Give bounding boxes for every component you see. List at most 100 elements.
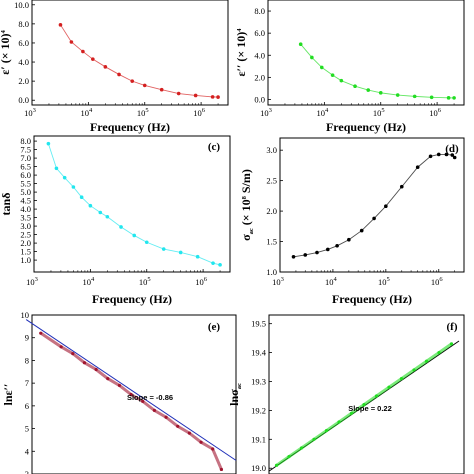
data-point bbox=[161, 247, 166, 251]
data-point bbox=[219, 467, 224, 472]
data-point bbox=[446, 96, 451, 100]
panel-e: 3 4 5 6 7 8 9 10 lnε′′ (e) Slope = -0.86 bbox=[1, 310, 237, 474]
x-tick-label: 103 bbox=[26, 276, 38, 287]
y-axis-label-e: lnε′′ bbox=[1, 384, 15, 406]
x-tick-label: 104 bbox=[82, 276, 95, 287]
x-tick-label: 103 bbox=[24, 107, 36, 118]
x-tick-label: 104 bbox=[80, 107, 93, 118]
data-point bbox=[412, 94, 417, 99]
y-tick-label: 1.5 bbox=[266, 237, 277, 247]
y-tick-label: 4.0 bbox=[20, 204, 31, 214]
x-axis-label-d: Frequency (Hz) bbox=[332, 292, 412, 306]
y-tick-label: 2.0 bbox=[20, 238, 31, 248]
data-point bbox=[372, 216, 376, 221]
y-axis-label-f: lnσac bbox=[227, 383, 243, 406]
data-point bbox=[324, 429, 329, 433]
data-point bbox=[366, 88, 371, 92]
data-point bbox=[374, 394, 379, 398]
data-point bbox=[69, 40, 74, 44]
y-tick-label: 4 bbox=[25, 446, 30, 456]
data-point bbox=[164, 415, 168, 419]
data-point bbox=[298, 42, 303, 47]
data-point bbox=[218, 263, 222, 267]
axes-frame-c bbox=[33, 135, 231, 273]
y-tick-label: 2.0 bbox=[18, 76, 29, 86]
y-axis-label-b: ε′′ (× 10)4 bbox=[234, 28, 248, 77]
x-tick-label: 105 bbox=[378, 276, 390, 287]
data-point bbox=[195, 254, 200, 259]
slope-annotation-f: Slope = 0.22 bbox=[348, 404, 392, 413]
panel-d: 1.0 1.5 2.0 2.5 3.0 103 104 105 106 Frequency (Hz… bbox=[239, 137, 465, 306]
data-point bbox=[130, 79, 135, 83]
y-axis-label-c: tanδ bbox=[0, 193, 13, 216]
data-point bbox=[132, 233, 137, 238]
data-point bbox=[387, 385, 391, 389]
y-tick-label: 19.0 bbox=[251, 463, 266, 473]
data-point bbox=[452, 155, 457, 160]
data-point bbox=[58, 23, 63, 27]
y-tick-label: 19.5 bbox=[251, 319, 266, 329]
data-point bbox=[349, 411, 354, 415]
x-axis-label-c: Frequency (Hz) bbox=[92, 292, 172, 306]
data-point bbox=[105, 214, 110, 219]
data-point bbox=[299, 446, 304, 450]
data-point bbox=[210, 95, 215, 99]
panel-c: 1.01.52.02.53.03.54.04.55.05.56.06.57.07… bbox=[0, 135, 231, 306]
slope-annotation-e: Slope = -0.86 bbox=[127, 393, 173, 402]
data-point bbox=[395, 93, 400, 97]
data-point bbox=[141, 399, 145, 403]
x-tick-label: 104 bbox=[316, 107, 329, 118]
y-tick-label: 2.0 bbox=[254, 72, 265, 82]
y-axis-label-a: ε′ (× 10)4 bbox=[0, 29, 12, 74]
data-point bbox=[436, 152, 441, 157]
data-point bbox=[152, 408, 156, 412]
data-point bbox=[81, 49, 85, 54]
y-tick-label: 10 bbox=[21, 310, 30, 320]
y-tick-label: 6.5 bbox=[20, 162, 31, 172]
y-tick-label: 3 bbox=[25, 469, 29, 474]
y-tick-label: 4.5 bbox=[20, 196, 31, 206]
data-point bbox=[176, 91, 181, 96]
y-tick-label: 6.0 bbox=[18, 38, 29, 48]
data-point bbox=[129, 392, 133, 397]
x-tick-label: 106 bbox=[195, 276, 208, 287]
data-point bbox=[98, 210, 103, 215]
data-point bbox=[211, 447, 215, 451]
data-point bbox=[117, 72, 121, 77]
x-axis-label-a: Frequency (Hz) bbox=[90, 120, 170, 134]
data-point bbox=[303, 253, 308, 257]
y-tick-label: 4.0 bbox=[254, 50, 265, 60]
y-tick-label: 7.0 bbox=[20, 153, 31, 163]
data-point bbox=[82, 361, 87, 365]
data-point bbox=[103, 65, 108, 69]
axes-frame-b bbox=[267, 0, 465, 106]
x-tick-label: 106 bbox=[431, 276, 444, 287]
y-tick-label: 3.0 bbox=[266, 145, 277, 155]
panel-f: 19.0 19.1 19.2 19.3 19.4 19.5 lnσac (f) Slope = … bbox=[227, 314, 465, 474]
data-point bbox=[319, 65, 324, 70]
y-tick-label: 6.0 bbox=[254, 28, 265, 38]
y-tick-label: 6 bbox=[25, 401, 29, 411]
y-tick-label: 1.0 bbox=[20, 255, 31, 265]
y-tick-label: 19.2 bbox=[251, 405, 266, 415]
data-point bbox=[315, 250, 319, 255]
data-point bbox=[337, 420, 341, 424]
y-tick-label: 2.0 bbox=[266, 206, 277, 216]
series-line-a bbox=[60, 24, 219, 98]
y-tick-label: 4.0 bbox=[18, 57, 29, 67]
y-tick-label: 8 bbox=[25, 355, 29, 365]
data-point bbox=[325, 247, 330, 252]
y-tick-label: 5 bbox=[25, 424, 29, 434]
data-point bbox=[452, 96, 456, 100]
y-tick-label: 5.5 bbox=[20, 179, 31, 189]
data-point bbox=[450, 153, 455, 157]
y-tick-label: 5.0 bbox=[20, 187, 31, 197]
data-point bbox=[71, 185, 76, 189]
data-point bbox=[159, 87, 164, 92]
data-point bbox=[378, 91, 383, 95]
data-point bbox=[119, 225, 123, 229]
x-tick-label: 103 bbox=[272, 276, 284, 287]
data-point bbox=[347, 237, 351, 242]
data-point bbox=[399, 184, 404, 189]
